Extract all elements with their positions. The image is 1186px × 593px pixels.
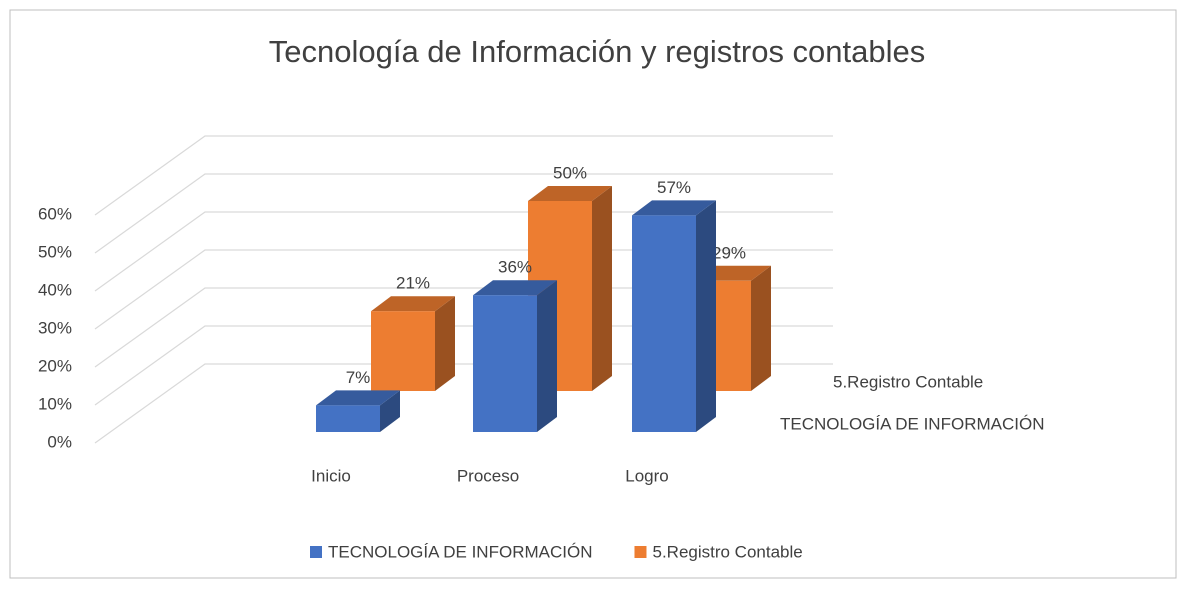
bar-front	[371, 311, 435, 391]
data-label: 21%	[396, 274, 430, 293]
x-tick-label: Logro	[625, 466, 668, 485]
bar-top	[316, 390, 400, 406]
legend-swatch	[634, 546, 647, 558]
bar-top	[473, 280, 557, 296]
grid-line	[94, 363, 833, 444]
bar-top	[528, 186, 612, 201]
bar-side	[592, 186, 612, 391]
y-tick-label: 60%	[38, 204, 72, 223]
data-label: 29%	[712, 243, 746, 262]
x-tick-label: Inicio	[311, 466, 351, 485]
bar-top	[632, 200, 716, 216]
y-tick-label: 10%	[38, 394, 72, 413]
bar	[473, 280, 557, 432]
data-label: 57%	[657, 178, 691, 197]
x-tick-label: Proceso	[457, 466, 519, 485]
data-label: 7%	[346, 368, 371, 387]
bar-front	[473, 295, 537, 432]
y-tick-label: 0%	[47, 432, 72, 451]
grid-line	[94, 173, 833, 254]
y-tick-label: 40%	[38, 280, 72, 299]
grid-line	[94, 325, 833, 406]
bar-front	[632, 215, 696, 432]
grid-line	[94, 211, 833, 292]
grid-line	[94, 135, 833, 216]
bar	[316, 390, 400, 432]
grid-line	[94, 249, 833, 330]
bar-front	[316, 405, 380, 432]
depth-label: TECNOLOGÍA DE INFORMACIÓN	[780, 414, 1044, 433]
bar	[371, 296, 455, 391]
grid-line	[94, 287, 833, 368]
bar-side	[537, 280, 557, 432]
data-label: 36%	[498, 258, 532, 277]
data-label: 50%	[553, 163, 587, 182]
y-tick-label: 20%	[38, 356, 72, 375]
legend-label: 5.Registro Contable	[652, 542, 802, 561]
chart-title: Tecnología de Información y registros co…	[269, 34, 926, 69]
bar-side	[435, 296, 455, 391]
legend-swatch	[310, 546, 322, 558]
bar-top	[371, 296, 455, 312]
depth-label: 5.Registro Contable	[833, 372, 983, 391]
bar-side	[696, 200, 716, 432]
bar-side	[751, 265, 771, 391]
bar	[632, 200, 716, 432]
y-tick-label: 30%	[38, 318, 72, 337]
bar-side	[380, 390, 400, 432]
y-tick-label: 50%	[38, 242, 72, 261]
legend-label: TECNOLOGÍA DE INFORMACIÓN	[328, 542, 592, 561]
